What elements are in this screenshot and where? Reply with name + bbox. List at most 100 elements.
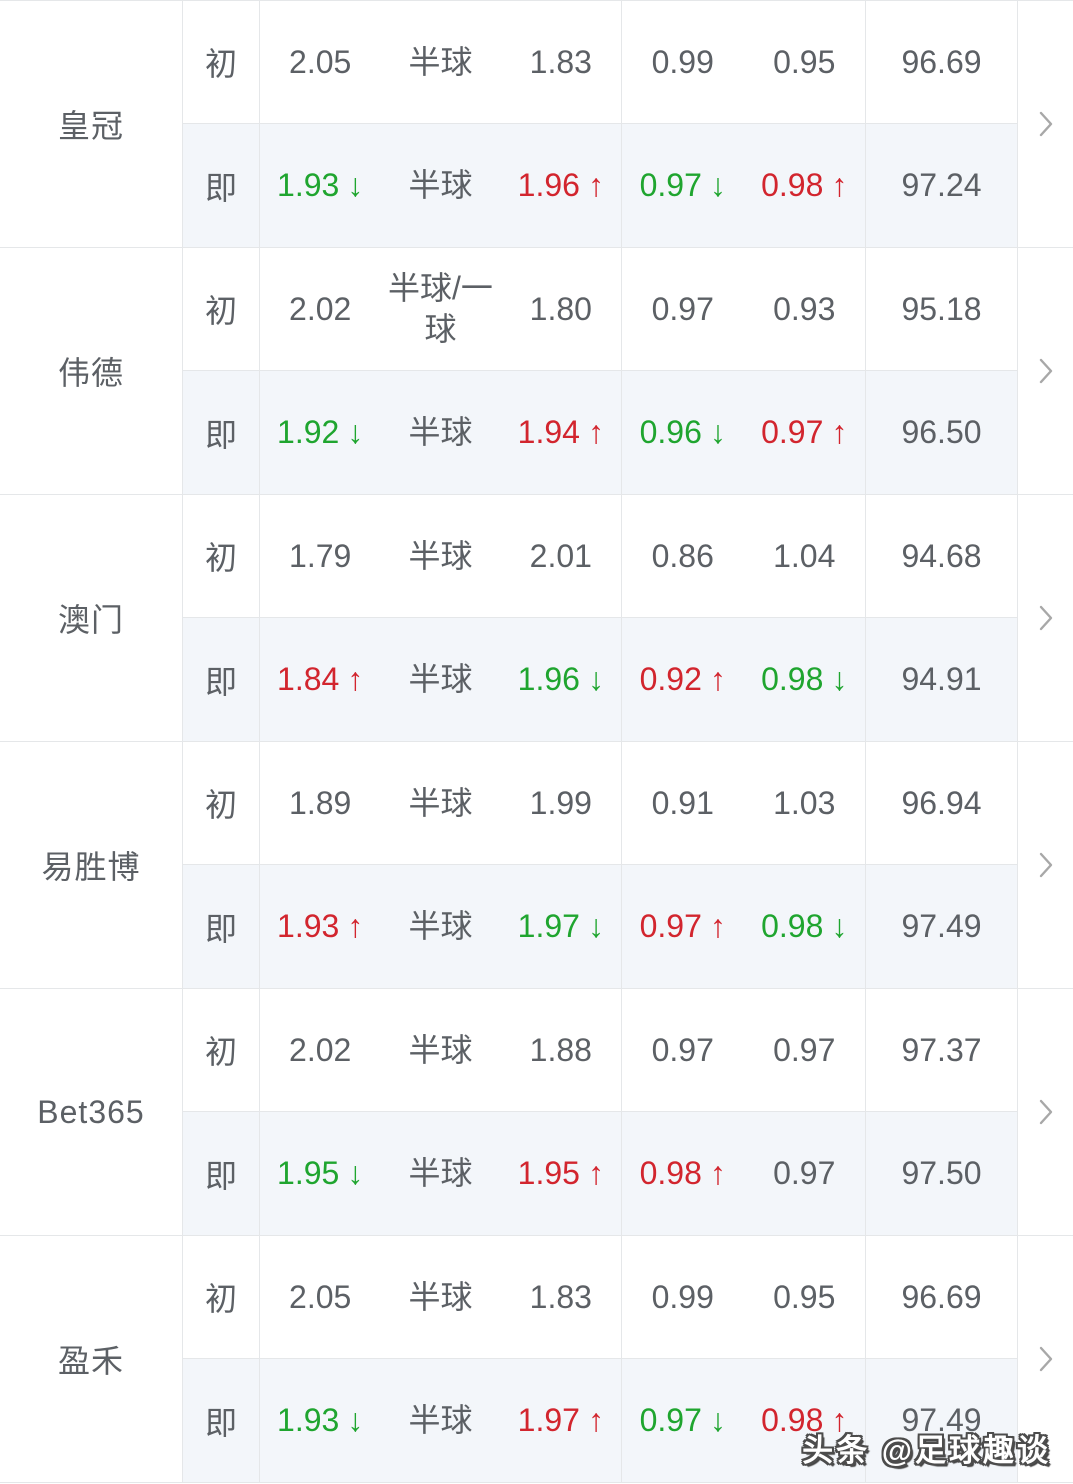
live-odds-cell: 1.93 ↓ 半球 1.96 ↑ (260, 124, 622, 247)
initial-away-odds: 1.83 (529, 1278, 592, 1315)
row-type-live-label: 即 (183, 1359, 260, 1482)
live-away-index-value: 0.97 (773, 1155, 836, 1192)
live-return-rate: 97.50 (901, 1155, 982, 1191)
initial-return-rate: 94.68 (901, 537, 982, 574)
live-home-odds: 1.92 ↓ (260, 412, 380, 453)
initial-home-index: 0.86 (651, 537, 714, 574)
initial-home-odds: 2.02 (289, 1031, 352, 1068)
bookmaker-block[interactable]: 易胜博 初 1.89 半球 1.99 0.91 1.03 96.94 即 1.9… (0, 742, 1073, 989)
initial-return-rate: 95.18 (901, 290, 982, 327)
live-index-cell: 0.97 ↓ 0.98 ↑ (622, 1359, 866, 1482)
live-home-index: 0.97 ↓ (622, 165, 744, 206)
live-away-index-value: 0.98 (761, 1402, 824, 1439)
initial-return-rate: 96.69 (901, 43, 982, 80)
live-away-index: 0.98 ↓ (744, 659, 866, 700)
live-away-odds: 1.97 ↑ (501, 1400, 621, 1441)
initial-home-index: 0.99 (651, 43, 714, 80)
live-index-cell: 0.97 ↑ 0.98 ↓ (622, 865, 866, 988)
live-odds-row: 即 1.84 ↑ 半球 1.96 ↓ 0.92 ↑ 0.98 ↓ 94.91 (183, 618, 1017, 741)
live-away-index: 0.97 (744, 1153, 866, 1194)
live-away-index-value: 0.98 (761, 661, 824, 698)
initial-odds-cell: 1.79 半球 2.01 (260, 495, 622, 617)
live-odds-cell: 1.92 ↓ 半球 1.94 ↑ (260, 371, 622, 494)
row-type-live-label: 即 (183, 618, 260, 741)
trend-arrow-icon: ↓ (831, 661, 848, 698)
row-type-initial-label: 初 (183, 1, 260, 123)
live-home-odds: 1.93 ↑ (260, 906, 380, 947)
live-odds-cell: 1.93 ↑ 半球 1.97 ↓ (260, 865, 622, 988)
live-away-odds: 1.96 ↓ (501, 659, 621, 700)
initial-odds-cell: 2.02 半球 1.88 (260, 989, 622, 1111)
bookmaker-block[interactable]: 皇冠 初 2.05 半球 1.83 0.99 0.95 96.69 即 1.93… (0, 1, 1073, 248)
live-home-odds-value: 1.93 (277, 167, 340, 204)
bookmaker-block[interactable]: 伟德 初 2.02 半球/一球 1.80 0.97 0.93 95.18 即 1… (0, 248, 1073, 495)
live-odds-cell: 1.93 ↓ 半球 1.97 ↑ (260, 1359, 622, 1482)
chevron-cell (1018, 1236, 1073, 1482)
live-home-odds-value: 1.84 (277, 661, 340, 698)
odds-rows: 初 2.02 半球/一球 1.80 0.97 0.93 95.18 即 1.92… (183, 248, 1018, 494)
chevron-right-icon[interactable] (1038, 850, 1054, 880)
live-home-index: 0.97 ↑ (622, 906, 744, 947)
bookmaker-block[interactable]: Bet365 初 2.02 半球 1.88 0.97 0.97 97.37 即 … (0, 989, 1073, 1236)
initial-odds-row: 初 2.05 半球 1.83 0.99 0.95 96.69 (183, 1236, 1017, 1359)
initial-handicap: 半球 (408, 1278, 473, 1315)
trend-arrow-icon: ↑ (709, 1155, 726, 1192)
trend-arrow-icon: ↓ (347, 414, 364, 451)
initial-away-index: 0.97 (773, 1031, 836, 1068)
row-type-live-label: 即 (183, 371, 260, 494)
live-index-cell: 0.97 ↓ 0.98 ↑ (622, 124, 866, 247)
live-home-index: 0.96 ↓ (622, 412, 744, 453)
initial-index-cell: 0.86 1.04 (622, 495, 866, 617)
chevron-right-icon[interactable] (1038, 603, 1054, 633)
initial-away-odds: 1.88 (529, 1031, 592, 1068)
live-home-index: 0.97 ↓ (622, 1400, 744, 1441)
chevron-right-icon[interactable] (1038, 1097, 1054, 1127)
initial-index-cell: 0.97 0.93 (622, 248, 866, 370)
initial-index-cell: 0.97 0.97 (622, 989, 866, 1111)
live-home-index-value: 0.97 (639, 1402, 702, 1439)
live-away-odds: 1.97 ↓ (501, 906, 621, 947)
chevron-right-icon[interactable] (1038, 356, 1054, 386)
row-type-initial-label: 初 (183, 1236, 260, 1358)
initial-away-index: 0.93 (773, 290, 836, 327)
initial-return-rate: 96.94 (901, 784, 982, 821)
live-home-index-value: 0.97 (639, 167, 702, 204)
trend-arrow-icon: ↑ (587, 414, 604, 451)
initial-handicap: 半球 (408, 43, 473, 80)
bookmaker-block[interactable]: 盈禾 初 2.05 半球 1.83 0.99 0.95 96.69 即 1.93… (0, 1236, 1073, 1483)
live-home-odds: 1.93 ↓ (260, 1400, 380, 1441)
live-away-odds-value: 1.96 (517, 661, 580, 698)
live-return-rate: 97.24 (901, 167, 982, 203)
initial-home-odds: 2.05 (289, 43, 352, 80)
chevron-right-icon[interactable] (1038, 1344, 1054, 1374)
initial-odds-row: 初 1.79 半球 2.01 0.86 1.04 94.68 (183, 495, 1017, 618)
trend-arrow-icon: ↑ (347, 908, 364, 945)
trend-arrow-icon: ↓ (347, 1155, 364, 1192)
live-away-index: 0.98 ↑ (744, 165, 866, 206)
live-away-odds-value: 1.97 (517, 1402, 580, 1439)
live-return-rate: 96.50 (901, 414, 982, 450)
bookmaker-block[interactable]: 澳门 初 1.79 半球 2.01 0.86 1.04 94.68 即 1.84… (0, 495, 1073, 742)
live-away-odds: 1.96 ↑ (501, 165, 621, 206)
bookmaker-name: 伟德 (0, 248, 183, 494)
live-away-index-value: 0.98 (761, 167, 824, 204)
trend-arrow-icon: ↓ (347, 167, 364, 204)
initial-home-index: 0.97 (651, 1031, 714, 1068)
chevron-cell (1018, 742, 1073, 988)
trend-arrow-icon: ↑ (709, 661, 726, 698)
live-home-odds: 1.95 ↓ (260, 1153, 380, 1194)
chevron-right-icon[interactable] (1038, 109, 1054, 139)
initial-odds-cell: 2.05 半球 1.83 (260, 1, 622, 123)
live-index-cell: 0.98 ↑ 0.97 (622, 1112, 866, 1235)
initial-away-odds: 1.83 (529, 43, 592, 80)
live-home-index-value: 0.98 (639, 1155, 702, 1192)
initial-away-odds: 1.80 (529, 290, 592, 327)
initial-odds-cell: 1.89 半球 1.99 (260, 742, 622, 864)
initial-away-index: 1.03 (773, 784, 836, 821)
live-away-odds-value: 1.97 (517, 908, 580, 945)
bookmaker-name: 澳门 (0, 495, 183, 741)
initial-home-odds: 1.79 (289, 537, 352, 574)
row-type-initial-label: 初 (183, 248, 260, 370)
trend-arrow-icon: ↓ (831, 908, 848, 945)
